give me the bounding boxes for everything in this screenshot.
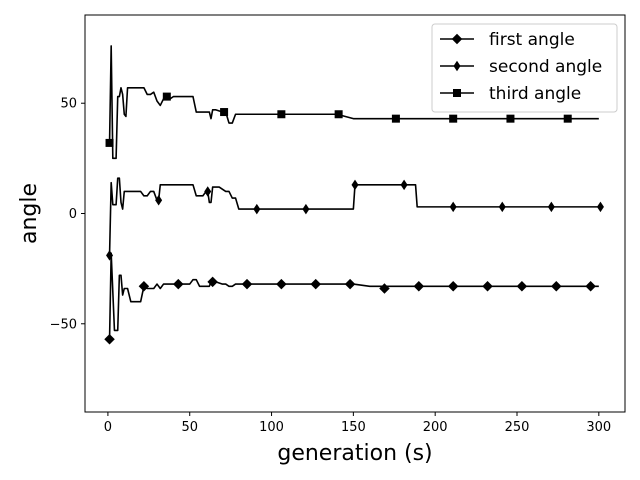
legend-entry: third angle — [440, 84, 581, 104]
x-tick-label: 50 — [181, 420, 198, 435]
data-point-marker — [104, 333, 115, 345]
data-point-marker — [563, 114, 572, 123]
x-tick-label: 0 — [104, 420, 112, 435]
y-axis-title: angle — [17, 183, 42, 244]
legend-label: second angle — [489, 57, 602, 77]
data-point-marker — [498, 201, 506, 213]
x-axis-title: generation (s) — [277, 441, 432, 466]
series-3 — [105, 45, 599, 160]
legend-label: first angle — [489, 30, 575, 50]
data-point-marker — [241, 278, 253, 290]
data-point-marker — [302, 203, 310, 215]
data-point-marker — [413, 281, 425, 292]
data-point-marker — [596, 201, 604, 213]
data-point-marker — [220, 108, 229, 117]
legend-entry: first angle — [440, 30, 575, 50]
data-point-marker — [173, 278, 184, 290]
data-point-marker — [344, 278, 356, 290]
data-point-marker — [449, 114, 458, 123]
data-point-marker — [391, 114, 400, 123]
legend: first angle second angle third angle — [431, 23, 618, 113]
data-point-marker — [207, 276, 218, 288]
y-tick-label: 0 — [69, 207, 77, 222]
x-tick-label: 150 — [341, 420, 366, 435]
data-point-marker — [351, 179, 359, 191]
data-point-marker — [447, 281, 459, 292]
data-point-marker — [162, 92, 171, 101]
data-point-marker — [253, 203, 261, 215]
legend-marker — [453, 60, 461, 72]
y-tick-label: −50 — [50, 317, 77, 332]
x-tick-label: 250 — [505, 420, 530, 435]
data-point-marker — [155, 195, 163, 206]
x-tick-label: 200 — [423, 420, 448, 435]
x-tick-label: 100 — [259, 420, 284, 435]
series-layer — [104, 45, 604, 345]
legend-box — [431, 23, 618, 113]
data-point-marker — [276, 278, 287, 290]
data-point-marker — [334, 110, 343, 119]
data-point-marker — [482, 281, 493, 292]
x-tick-label: 300 — [586, 420, 611, 435]
data-point-marker — [138, 281, 150, 292]
legend-marker — [453, 89, 461, 97]
data-point-marker — [516, 281, 528, 292]
y-tick-label: 50 — [60, 97, 77, 112]
legend-marker — [451, 33, 463, 45]
data-point-marker — [204, 186, 212, 197]
series-line — [108, 45, 599, 160]
data-point-marker — [310, 278, 321, 290]
data-point-marker — [400, 179, 408, 191]
series-2 — [106, 177, 604, 261]
data-point-marker — [551, 281, 562, 292]
series-line — [108, 252, 599, 340]
data-point-marker — [277, 110, 286, 119]
legend-label: third angle — [489, 84, 581, 104]
data-point-marker — [585, 281, 596, 292]
series-1 — [104, 252, 599, 345]
ticks-layer: 0 50 100 150 200 250 300 −50 0 50 — [50, 97, 612, 435]
data-point-marker — [449, 201, 457, 213]
data-point-marker — [547, 201, 555, 213]
data-point-marker — [105, 138, 114, 147]
legend-entry: second angle — [440, 57, 602, 77]
series-line — [108, 177, 599, 256]
data-point-marker — [506, 114, 515, 123]
data-point-marker — [379, 283, 390, 294]
data-point-marker — [106, 250, 114, 261]
